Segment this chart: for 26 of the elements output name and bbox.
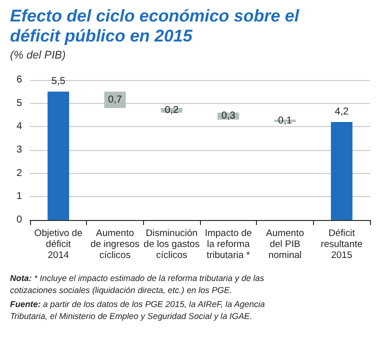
bar: [330, 122, 352, 220]
x-tick-label: Aumento del PIB nominal: [266, 228, 304, 261]
x-tick-label: Impacto de la reforma tributaria *: [204, 228, 252, 261]
y-tick-label: 2: [16, 168, 22, 179]
data-label: 0,2: [164, 104, 180, 116]
data-label: 5,5: [51, 76, 66, 88]
y-tick-label: 0: [16, 214, 22, 226]
y-tick-label: 5: [16, 98, 22, 109]
x-tick-label: Aumento de ingresos cíclicos: [90, 228, 140, 261]
chart-title: Efecto del ciclo económico sobre el déficit público en 2015: [10, 6, 304, 46]
y-tick-label: 6: [16, 74, 22, 86]
data-label: 0,1: [278, 115, 292, 126]
x-tick-label: Objetivo de déficit 2014: [34, 228, 82, 261]
y-tick-label: 4: [16, 121, 22, 132]
data-label: 4,2: [334, 106, 350, 118]
y-tick-label: 1: [16, 191, 22, 202]
bar: [48, 92, 70, 220]
text: Nota: * Incluye el impacto estimado de la reforma tributaria y de las cotizaciones sociales (liquidación directa, etc.) en los PGE.: [10, 273, 267, 295]
chart-subtitle: (% del PIB): [10, 50, 66, 62]
x-tick-label: Disminución de los gastos cíclicos: [144, 228, 200, 261]
source-note: Fuente: a partir de los datos de los PGE 2015, la AIReF, la Agencia Tributaria, el Ministerio de Empleo y Seguridad Social y la IGAE.: [10, 299, 268, 321]
bar: [104, 92, 126, 108]
data-label: 0,7: [108, 94, 122, 106]
y-tick-label: 3: [16, 144, 22, 156]
data-label: 0,3: [221, 110, 236, 122]
x-tick-label: Déficit resultante 2015: [320, 228, 363, 261]
